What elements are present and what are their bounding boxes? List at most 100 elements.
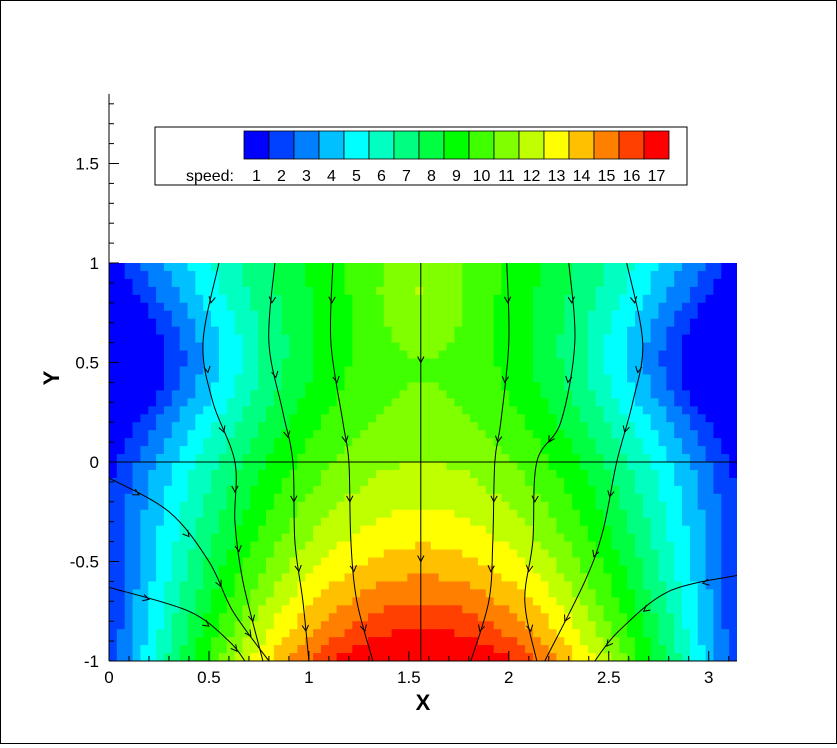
field-cell bbox=[273, 430, 283, 439]
field-cell bbox=[572, 493, 581, 503]
field-cell bbox=[587, 350, 597, 360]
field-cell bbox=[140, 286, 149, 296]
field-cell bbox=[375, 326, 385, 336]
field-cell bbox=[674, 342, 683, 352]
field-cell bbox=[391, 446, 401, 455]
field-cell bbox=[501, 334, 510, 344]
field-cell bbox=[595, 270, 605, 280]
field-cell bbox=[218, 645, 228, 654]
field-cell bbox=[674, 374, 683, 383]
field-cell bbox=[109, 613, 118, 622]
field-cell bbox=[242, 366, 251, 376]
field-cell bbox=[391, 517, 401, 527]
field-cell bbox=[634, 358, 644, 368]
field-cell bbox=[163, 509, 173, 519]
field-cell bbox=[462, 597, 471, 606]
field-cell bbox=[430, 422, 440, 431]
field-cell bbox=[250, 390, 259, 399]
field-cell bbox=[674, 533, 683, 543]
field-cell bbox=[627, 326, 636, 336]
field-cell bbox=[211, 501, 220, 511]
field-cell bbox=[430, 294, 440, 304]
field-cell bbox=[368, 613, 377, 622]
field-cell bbox=[258, 342, 267, 352]
field-cell bbox=[360, 326, 369, 336]
field-cell bbox=[415, 406, 424, 415]
field-cell bbox=[360, 613, 369, 622]
streamline-arrow bbox=[294, 564, 302, 573]
field-cell bbox=[587, 342, 597, 352]
field-cell bbox=[580, 302, 589, 312]
field-cell bbox=[540, 533, 550, 543]
field-cell bbox=[360, 366, 369, 376]
field-cell bbox=[132, 637, 141, 646]
field-cell bbox=[603, 581, 612, 590]
field-cell bbox=[313, 533, 322, 543]
field-cell bbox=[438, 406, 448, 415]
field-cell bbox=[721, 446, 730, 455]
field-cell bbox=[258, 645, 267, 654]
field-cell bbox=[179, 469, 189, 479]
field-cell bbox=[328, 422, 338, 431]
field-cell bbox=[171, 302, 181, 312]
field-cell bbox=[391, 493, 401, 503]
field-cell bbox=[666, 605, 675, 614]
field-cell bbox=[203, 278, 212, 288]
field-cell bbox=[109, 294, 118, 304]
field-cell bbox=[124, 366, 134, 376]
field-cell bbox=[580, 565, 589, 575]
field-cell bbox=[266, 406, 275, 415]
field-cell bbox=[595, 613, 605, 622]
field-cell bbox=[595, 477, 605, 487]
field-cell bbox=[517, 533, 526, 543]
field-cell bbox=[179, 645, 189, 654]
field-cell bbox=[187, 263, 196, 272]
field-cell bbox=[344, 438, 353, 447]
field-cell bbox=[454, 398, 463, 407]
field-cell bbox=[179, 493, 189, 503]
field-cell bbox=[336, 326, 346, 336]
field-cell bbox=[548, 597, 558, 606]
field-cell bbox=[525, 541, 534, 551]
field-cell bbox=[109, 286, 118, 296]
field-cell bbox=[462, 493, 471, 503]
field-cell bbox=[548, 438, 558, 447]
field-cell bbox=[375, 358, 385, 368]
field-cell bbox=[242, 557, 251, 567]
field-cell bbox=[619, 310, 628, 320]
field-cell bbox=[195, 525, 204, 535]
field-cell bbox=[328, 438, 338, 447]
field-cell bbox=[234, 469, 244, 479]
field-cell bbox=[320, 645, 330, 654]
field-cell bbox=[156, 573, 165, 582]
field-cell bbox=[109, 653, 118, 661]
field-cell bbox=[666, 565, 675, 575]
field-cell bbox=[360, 621, 369, 630]
field-cell bbox=[116, 422, 126, 431]
field-cell bbox=[156, 302, 165, 312]
field-cell bbox=[501, 557, 510, 567]
field-cell bbox=[407, 645, 416, 654]
field-cell bbox=[564, 422, 573, 431]
field-cell bbox=[485, 613, 495, 622]
field-cell bbox=[517, 270, 526, 280]
field-cell bbox=[611, 382, 620, 391]
field-cell bbox=[697, 350, 707, 360]
field-cell bbox=[203, 366, 212, 376]
field-cell bbox=[226, 294, 236, 304]
field-cell bbox=[603, 286, 612, 296]
field-cell bbox=[273, 358, 283, 368]
field-cell bbox=[689, 589, 699, 598]
field-cell bbox=[344, 597, 353, 606]
field-cell bbox=[548, 382, 558, 391]
field-cell bbox=[391, 485, 401, 495]
field-cell bbox=[477, 629, 487, 638]
field-cell bbox=[650, 573, 660, 582]
field-cell bbox=[485, 573, 495, 582]
field-cell bbox=[234, 406, 244, 415]
field-cell bbox=[148, 653, 157, 661]
field-cell bbox=[313, 597, 322, 606]
field-cell bbox=[674, 358, 683, 368]
field-cell bbox=[415, 589, 424, 598]
field-cell bbox=[203, 390, 212, 399]
